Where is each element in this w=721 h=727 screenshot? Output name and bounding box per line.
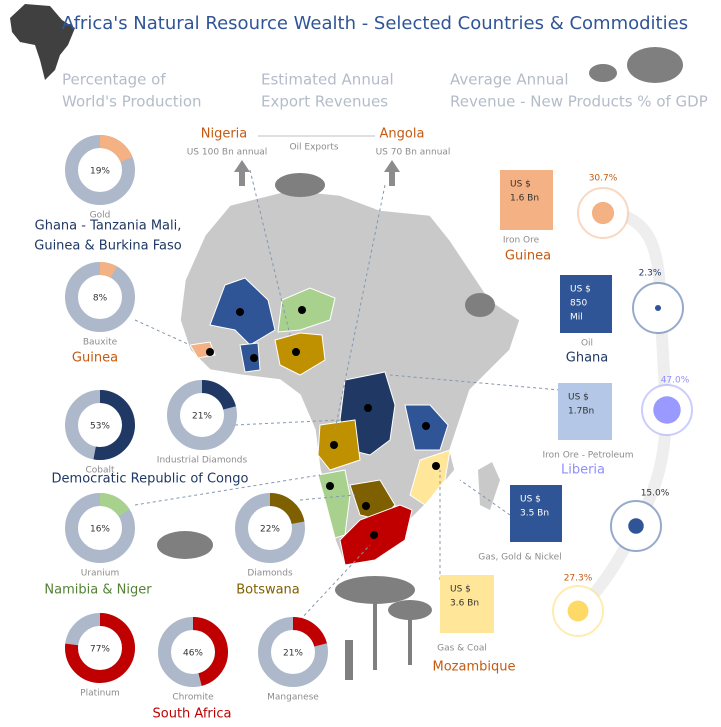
country-group: Guinea & Burkina Faso (34, 239, 182, 254)
donut-name: Cobalt (85, 466, 115, 476)
gdp-value-label: 2.3% (639, 269, 662, 279)
donut-value-label: 16% (90, 525, 110, 535)
revenue-amount: 3.5 Bn (520, 509, 549, 519)
revenue-amount: US $ (510, 180, 531, 190)
revenue-country: Liberia (561, 463, 605, 478)
africa-map (134, 169, 561, 621)
country-group: Botswana (236, 583, 300, 598)
donut-name: Platinum (80, 689, 120, 699)
column-header: Percentage of (62, 71, 166, 89)
gdp-value-label: 47.0% (661, 376, 690, 386)
donut-name: Gold (90, 211, 111, 221)
donut-value-label: 21% (283, 649, 303, 659)
donut-segment (201, 380, 236, 410)
revenue-amount: US $ (450, 585, 471, 595)
country-group: South Africa (153, 707, 232, 722)
column-header: Estimated Annual (261, 71, 394, 89)
revenue-amount: 1.7Bn (568, 407, 594, 417)
track (573, 207, 673, 616)
revenue-box (510, 485, 562, 542)
revenue-box (560, 275, 612, 333)
gdp-circle (654, 304, 662, 312)
gdp-circle (591, 201, 615, 225)
revenue-country: Mozambique (433, 660, 516, 675)
donut-value-label: 21% (192, 412, 212, 422)
revenue-product: Gas & Coal (437, 644, 487, 654)
revenue-product: Iron Ore (503, 236, 540, 246)
column-header: Average Annual (450, 71, 569, 89)
revenue-amount: 850 (570, 299, 587, 309)
revenue-box (558, 383, 612, 440)
donut-value-label: 8% (93, 294, 108, 304)
revenue-box (500, 170, 553, 230)
revenue-product: Iron Ore - Petroleum (542, 451, 633, 461)
revenue-amount: Mil (570, 313, 583, 323)
donut-name: Manganese (267, 693, 319, 703)
donut-segment (292, 617, 327, 647)
revenue-product: Oil (581, 339, 593, 349)
revenue-country: Ghana (566, 351, 609, 366)
oil-country: Angola (380, 127, 425, 142)
donut-name: Chromite (172, 693, 214, 703)
gdp-value-label: 15.0% (641, 489, 670, 499)
country-group: Guinea (72, 351, 118, 366)
donut-value-label: 46% (183, 649, 203, 659)
gdp-value-label: 27.3% (564, 574, 593, 584)
donut-name: Bauxite (83, 338, 118, 348)
donut-name: Industrial Diamonds (157, 456, 248, 466)
revenue-amount: 3.6 Bn (450, 599, 479, 609)
oil-country: Nigeria (201, 127, 248, 142)
donut-name: Diamonds (247, 569, 293, 579)
country-group: Namibia & Niger (44, 583, 152, 598)
africa-icon (10, 4, 75, 80)
donut-segment (99, 493, 130, 517)
revenue-amount: US $ (570, 285, 591, 295)
donut-segment (192, 617, 228, 686)
gdp-value-label: 30.7% (589, 174, 618, 184)
column-header: Revenue - New Products % of GDP (450, 93, 708, 111)
donut-value-label: 53% (90, 422, 110, 432)
donut-segment (93, 390, 135, 460)
oil-exports-label: Oil Exports (289, 143, 338, 153)
revenue-country: Guinea (505, 249, 551, 264)
donut-name: Uranium (81, 569, 119, 579)
revenue-box (440, 575, 494, 633)
column-header: World's Production (62, 93, 202, 111)
oil-amount: US 70 Bn annual (376, 148, 451, 158)
revenue-amount: US $ (568, 393, 589, 403)
donut-segment (99, 135, 133, 163)
donut-segment (65, 613, 135, 683)
oil-amount: US 100 Bn annual (187, 148, 268, 158)
donut-value-label: 19% (90, 167, 110, 177)
revenue-product: Gas, Gold & Nickel (478, 553, 561, 563)
country-group: Democratic Republic of Congo (52, 472, 249, 487)
title: Africa's Natural Resource Wealth - Selec… (62, 13, 688, 34)
animal-silhouettes (157, 47, 683, 680)
gdp-circle (567, 600, 589, 622)
gdp-circle (653, 396, 681, 424)
gdp-circle (628, 518, 644, 534)
donut-value-label: 22% (260, 525, 280, 535)
column-header: Export Revenues (261, 93, 388, 111)
donut-segment (99, 262, 117, 278)
revenue-amount: 1.6 Bn (510, 194, 539, 204)
donut-segment (269, 493, 305, 525)
country-group: Ghana - Tanzania Mali, (35, 219, 182, 234)
arrows (234, 160, 400, 186)
revenue-amount: US $ (520, 495, 541, 505)
donut-value-label: 77% (90, 645, 110, 655)
